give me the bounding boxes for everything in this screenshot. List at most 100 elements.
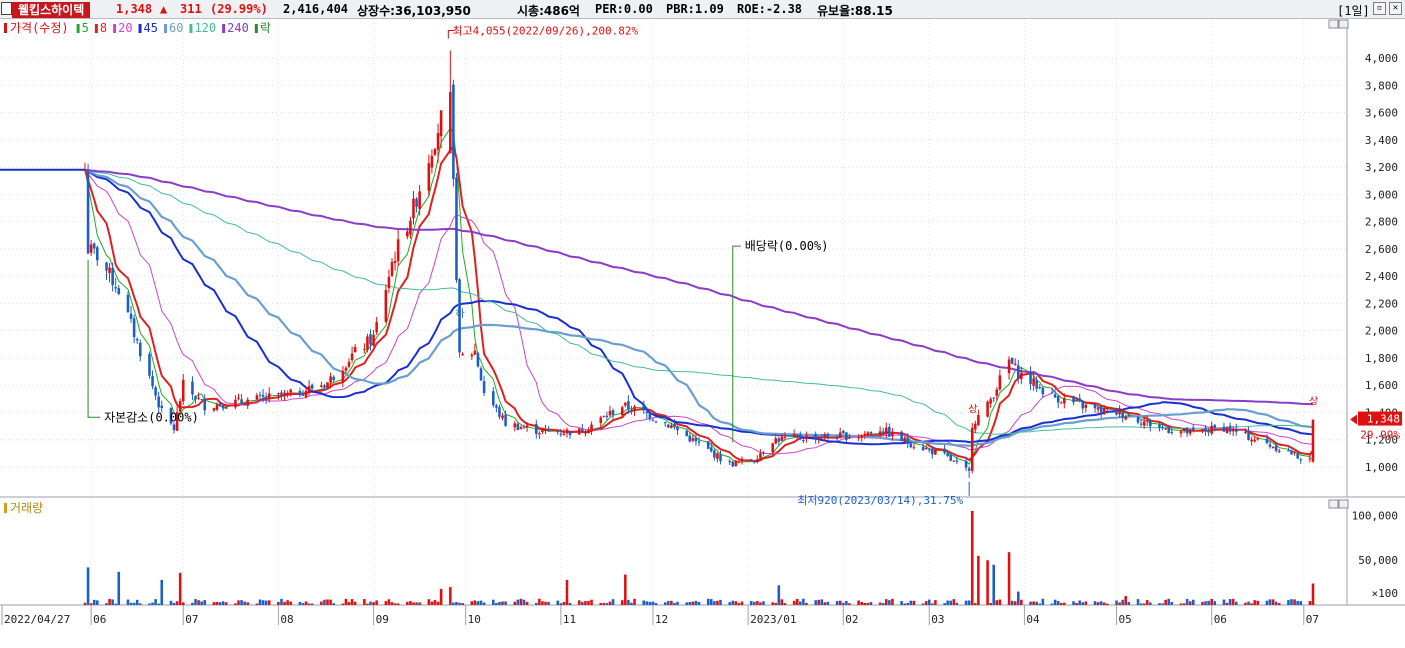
volume-bar — [1118, 602, 1121, 605]
candle-body — [1265, 438, 1269, 444]
candle-body — [1161, 427, 1164, 429]
volume-bar — [522, 599, 526, 605]
candle-body — [884, 427, 888, 434]
candle-body — [476, 352, 480, 367]
volume-bar — [366, 603, 369, 605]
current-price-pointer — [1350, 414, 1357, 425]
ma-legend-label: 45 — [144, 21, 158, 35]
volume-bar — [473, 600, 477, 605]
close-window-icon[interactable]: ✕ — [1389, 2, 1402, 15]
ma-legend-swatch — [138, 24, 142, 33]
price-tick-label: 2,400 — [1365, 270, 1398, 283]
candle-body — [1142, 421, 1146, 426]
volume-bar — [191, 602, 194, 605]
candle-body — [181, 379, 185, 402]
candle-body — [366, 336, 369, 350]
volume-bar — [307, 603, 311, 605]
volume-bar — [713, 601, 716, 605]
volume-bar — [820, 599, 824, 605]
volume-bar — [461, 603, 464, 605]
volume-bar — [783, 603, 787, 605]
candle-body — [989, 399, 992, 404]
volume-bar — [194, 599, 197, 605]
volume-bar — [86, 567, 90, 605]
current-price-marker — [1358, 411, 1402, 426]
volume-bar — [759, 602, 762, 605]
volume-bar — [393, 603, 397, 605]
ma-legend-label: 20 — [118, 21, 132, 35]
candle-body — [817, 437, 821, 440]
volume-bar — [673, 603, 676, 605]
candle-body — [154, 387, 157, 396]
candle-body — [943, 448, 946, 453]
candle-body — [1179, 431, 1183, 434]
volume-bar — [642, 600, 646, 605]
volume-bar — [903, 603, 906, 605]
volume-bar — [108, 598, 111, 605]
menu-icon[interactable] — [1, 2, 12, 15]
volume-bar — [280, 598, 283, 605]
candle-body — [866, 432, 870, 435]
candle-body — [197, 397, 200, 399]
candle-body — [237, 397, 240, 399]
candle-body — [264, 396, 268, 400]
volume-bar — [384, 601, 388, 605]
volume-bar — [541, 601, 544, 605]
volume-bar — [697, 602, 701, 605]
volume-bar — [92, 599, 96, 605]
candle-body — [1121, 410, 1124, 418]
volume-bar — [117, 571, 121, 605]
volume-bar — [888, 600, 891, 605]
volume-bar — [412, 602, 415, 605]
candle-body — [906, 437, 910, 444]
date-tick-label: 02 — [845, 613, 858, 626]
stock-name-badge[interactable]: 웰킵스하이텍 — [12, 2, 91, 18]
volume-bar — [415, 602, 418, 605]
volume-bar — [799, 601, 802, 605]
stock-chart[interactable]: 1,0001,2001,4001,6001,8002,0002,2002,400… — [0, 19, 1405, 648]
volume-bar — [350, 599, 354, 605]
volume-bar — [1299, 601, 1303, 605]
volume-bar — [387, 599, 391, 605]
volume-bar — [719, 599, 722, 605]
restore-window-icon[interactable]: ▫ — [1373, 2, 1386, 15]
candle-body — [654, 421, 658, 423]
candle-body — [409, 220, 412, 235]
volume-bar — [347, 602, 351, 605]
candle-body — [869, 431, 873, 434]
volume-legend-label: 거래량 — [10, 501, 43, 515]
candle-body — [427, 163, 431, 191]
period-button[interactable]: [1일] — [1337, 4, 1370, 18]
volume-bar — [943, 603, 946, 605]
pbr-value: PBR:1.09 — [666, 2, 724, 16]
volume-bar — [519, 598, 523, 605]
volume-bar — [329, 599, 332, 605]
candle-body — [344, 367, 348, 371]
candle-body — [780, 436, 784, 441]
volume-bar — [221, 601, 225, 605]
ma-line-240 — [84, 168, 1314, 406]
volume-bar — [1053, 599, 1057, 605]
candle-body — [89, 244, 93, 253]
candle-body — [562, 433, 566, 435]
price-grid — [0, 19, 1347, 605]
volume-bar — [298, 601, 302, 605]
candle-body — [709, 447, 713, 452]
candle-body — [1271, 447, 1275, 449]
volume-bar — [215, 601, 219, 605]
volume-bar — [234, 603, 237, 605]
volume-bar — [740, 601, 744, 605]
pane-button-icon — [1328, 499, 1339, 509]
volume-bar — [728, 602, 731, 605]
volume-bar — [129, 602, 133, 605]
volume-bar — [967, 600, 971, 605]
volume-bar — [964, 600, 968, 605]
date-tick-label: 06 — [93, 613, 106, 626]
candle-body — [1136, 417, 1140, 423]
volume-bar — [218, 602, 222, 605]
volume-bar — [157, 603, 160, 605]
candle-body — [1106, 407, 1109, 409]
volume-bar — [237, 600, 240, 605]
price-tick-label: 4,000 — [1365, 52, 1398, 65]
volume-bar — [1102, 602, 1106, 605]
